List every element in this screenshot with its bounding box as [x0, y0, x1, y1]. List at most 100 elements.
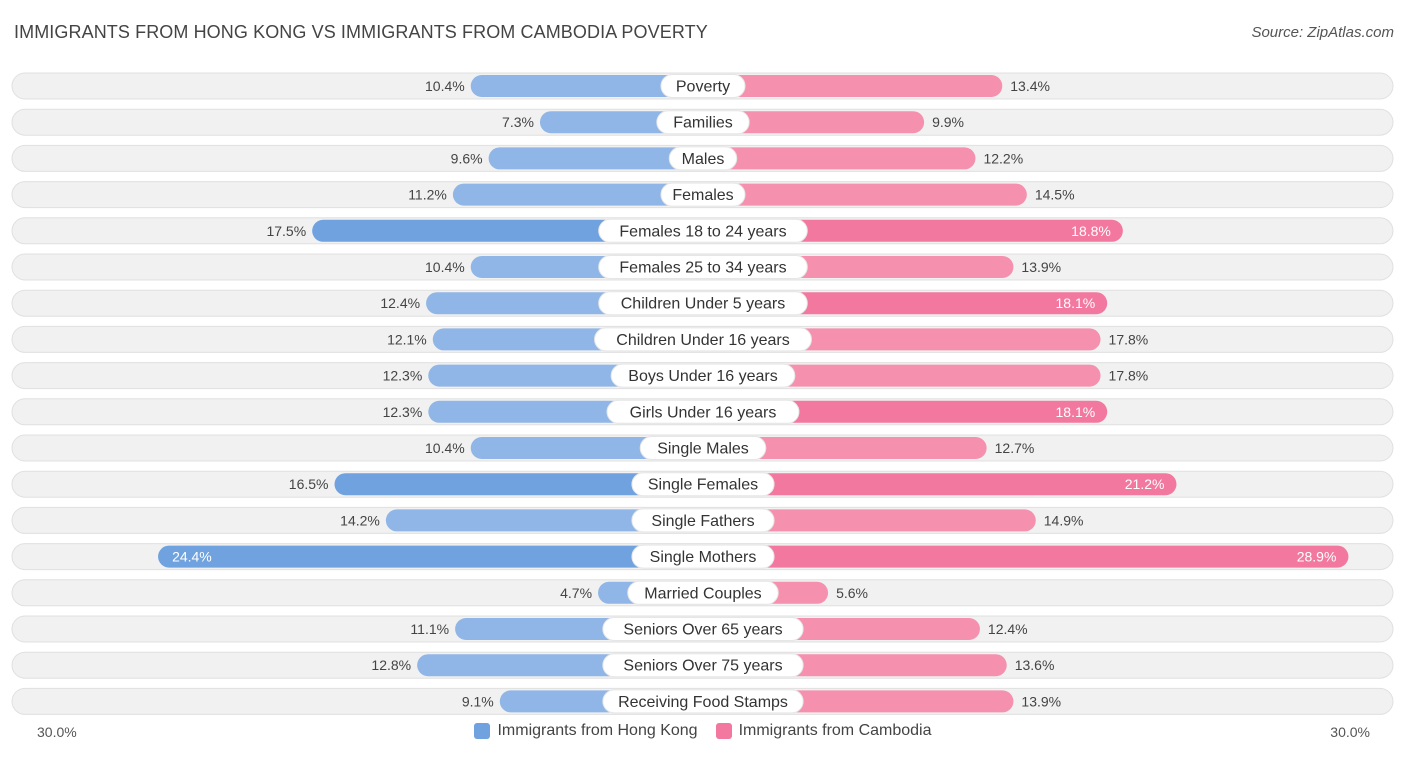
bar-hong-kong-single-mothers: [158, 545, 704, 568]
category-pill-single-mothers: [631, 544, 775, 569]
bar-hong-kong-males: [488, 147, 703, 170]
value-label-cambodia-boys-under-16-years: 17.8%: [1109, 368, 1149, 384]
category-label-single-fathers: Single Fathers: [651, 513, 754, 530]
category-label-children-under-16-years: Children Under 16 years: [616, 332, 789, 349]
category-pill-single-fathers: [631, 508, 775, 533]
category-pill-boys-under-16-years: [610, 363, 796, 388]
bar-hong-kong-single-fathers: [385, 509, 703, 532]
category-pill-girls-under-16-years: [606, 399, 800, 424]
value-label-cambodia-females-25-to-34-years: 13.9%: [1021, 259, 1061, 275]
category-pill-poverty: [660, 74, 746, 98]
value-label-cambodia-females: 14.5%: [1035, 187, 1075, 203]
bar-hong-kong-females: [452, 183, 703, 206]
value-label-hong-kong-receiving-food-stamps: 9.1%: [462, 693, 494, 709]
source-note: Source: ZipAtlas.com: [1251, 24, 1394, 41]
value-label-hong-kong-single-fathers: 14.2%: [340, 512, 380, 528]
category-pill-females: [660, 182, 746, 207]
value-label-cambodia-children-under-5-years: 18.1%: [1056, 295, 1096, 311]
category-label-single-males: Single Males: [657, 441, 749, 458]
category-label-males: Males: [682, 151, 725, 168]
bar-cambodia-single-females: [703, 473, 1177, 496]
category-pill-single-males: [639, 436, 767, 460]
bar-cambodia-families: [703, 111, 925, 134]
category-pill-children-under-16-years: [594, 327, 812, 352]
category-pill-seniors-over-75-years: [602, 653, 804, 678]
category-pill-married-couples: [627, 580, 779, 605]
category-label-girls-under-16-years: Girls Under 16 years: [630, 404, 777, 421]
category-label-receiving-food-stamps: Receiving Food Stamps: [618, 694, 788, 711]
value-label-hong-kong-poverty: 10.4%: [425, 78, 465, 94]
legend-item-cambodia[interactable]: Immigrants from Cambodia: [715, 722, 932, 740]
value-label-cambodia-males: 12.2%: [983, 150, 1023, 166]
category-pill-seniors-over-65-years: [602, 617, 804, 641]
value-label-hong-kong-seniors-over-65-years: 11.1%: [410, 621, 449, 637]
category-pill-families: [656, 110, 750, 135]
category-label-families: Families: [673, 115, 733, 132]
bar-cambodia-girls-under-16-years: [703, 400, 1108, 423]
legend-swatch-cambodia: [715, 723, 732, 739]
legend-label-cambodia: Immigrants from Cambodia: [738, 722, 932, 739]
value-label-cambodia-single-males: 12.7%: [995, 440, 1035, 456]
value-label-hong-kong-seniors-over-75-years: 12.8%: [371, 657, 411, 673]
category-pill-children-under-5-years: [598, 291, 808, 316]
legend-label-hong-kong: Immigrants from Hong Kong: [497, 722, 698, 739]
value-label-cambodia-girls-under-16-years: 18.1%: [1056, 404, 1096, 420]
category-label-seniors-over-65-years: Seniors Over 65 years: [623, 622, 782, 639]
bar-cambodia-poverty: [703, 75, 1003, 97]
bar-hong-kong-single-females: [334, 473, 703, 496]
bar-hong-kong-poverty: [470, 75, 703, 97]
category-label-children-under-5-years: Children Under 5 years: [621, 296, 786, 313]
value-label-cambodia-females-18-to-24-years: 18.8%: [1071, 223, 1111, 239]
value-label-hong-kong-girls-under-16-years: 12.3%: [383, 404, 423, 420]
legend: Immigrants from Hong Kong Immigrants fro…: [0, 722, 1406, 740]
value-label-cambodia-married-couples: 5.6%: [836, 585, 868, 601]
value-label-hong-kong-single-mothers: 24.4%: [172, 549, 212, 565]
value-label-hong-kong-families: 7.3%: [502, 114, 534, 130]
category-label-seniors-over-75-years: Seniors Over 75 years: [623, 658, 782, 675]
category-label-poverty: Poverty: [676, 79, 730, 96]
value-label-hong-kong-females-25-to-34-years: 10.4%: [425, 259, 465, 275]
category-label-females: Females: [672, 187, 733, 204]
value-label-hong-kong-children-under-5-years: 12.4%: [380, 295, 420, 311]
category-pill-females-18-to-24-years: [598, 218, 808, 243]
legend-swatch-hong-kong: [474, 723, 491, 739]
bar-cambodia-single-mothers: [703, 545, 1349, 568]
bar-cambodia-females: [703, 183, 1027, 206]
chart-area: 10.4% 13.4% Poverty 7.3% 9.9% Families 9.6% 12.…: [11, 72, 1394, 715]
category-pill-single-females: [631, 472, 775, 497]
value-label-cambodia-poverty: 13.4%: [1010, 78, 1050, 94]
bar-cambodia-single-fathers: [703, 509, 1036, 532]
value-label-cambodia-receiving-food-stamps: 13.9%: [1021, 693, 1061, 709]
bar-cambodia-females-18-to-24-years: [703, 219, 1123, 242]
category-label-females-18-to-24-years: Females 18 to 24 years: [619, 223, 786, 240]
category-label-females-25-to-34-years: Females 25 to 34 years: [619, 260, 786, 277]
value-label-hong-kong-married-couples: 4.7%: [560, 585, 592, 601]
value-label-hong-kong-children-under-16-years: 12.1%: [387, 331, 427, 347]
value-label-cambodia-single-fathers: 14.9%: [1044, 512, 1084, 528]
value-label-cambodia-families: 9.9%: [932, 114, 964, 130]
value-label-cambodia-seniors-over-75-years: 13.6%: [1015, 657, 1055, 673]
axis-left-label: 30.0%: [37, 724, 77, 740]
value-label-cambodia-single-mothers: 28.9%: [1297, 549, 1337, 565]
legend-item-hong-kong[interactable]: Immigrants from Hong Kong: [474, 722, 698, 740]
category-pill-females-25-to-34-years: [598, 255, 808, 279]
value-label-hong-kong-boys-under-16-years: 12.3%: [383, 368, 423, 384]
value-label-cambodia-seniors-over-65-years: 12.4%: [988, 621, 1028, 637]
value-label-cambodia-children-under-16-years: 17.8%: [1109, 331, 1149, 347]
category-label-single-mothers: Single Mothers: [650, 549, 757, 566]
value-label-hong-kong-single-males: 10.4%: [425, 440, 465, 456]
category-label-married-couples: Married Couples: [644, 585, 761, 602]
category-pill-males: [668, 146, 738, 171]
value-label-hong-kong-single-females: 16.5%: [289, 476, 329, 492]
value-label-hong-kong-females-18-to-24-years: 17.5%: [266, 223, 306, 239]
category-label-single-females: Single Females: [648, 477, 758, 494]
axis-right-label: 30.0%: [1330, 724, 1370, 740]
value-label-hong-kong-females: 11.2%: [408, 187, 447, 203]
category-pill-receiving-food-stamps: [602, 689, 804, 714]
bar-cambodia-boys-under-16-years: [703, 364, 1101, 387]
value-label-cambodia-single-females: 21.2%: [1125, 476, 1165, 492]
value-label-hong-kong-males: 9.6%: [451, 150, 483, 166]
bar-cambodia-males: [703, 147, 976, 170]
bar-cambodia-single-males: [703, 437, 987, 459]
chart-title: IMMIGRANTS FROM HONG KONG VS IMMIGRANTS …: [14, 22, 708, 42]
